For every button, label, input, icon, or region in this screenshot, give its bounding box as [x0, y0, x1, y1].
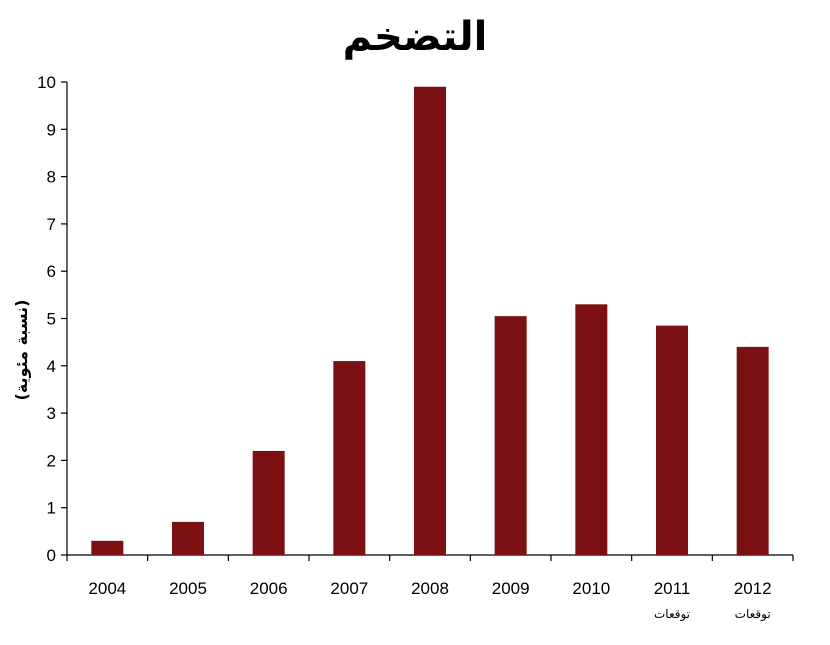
- y-tick-label: 0: [47, 546, 56, 565]
- x-tick-label: 2012: [734, 579, 772, 598]
- x-tick-label: 2011: [654, 579, 691, 598]
- y-tick-label: 4: [47, 357, 56, 376]
- x-tick-sublabel: توقعات: [654, 607, 690, 622]
- bar-2010: [575, 304, 608, 555]
- x-tick-label: 2004: [88, 579, 126, 598]
- bars: [91, 86, 769, 555]
- bar-2004: [91, 540, 124, 555]
- y-tick-label: 1: [47, 499, 56, 518]
- x-tick-sublabel: توقعات: [735, 607, 771, 622]
- x-tick-label: 2010: [572, 579, 610, 598]
- bar-2006: [252, 450, 285, 555]
- tick-labels: 0 1 2 3 4 5 6 7 8 9 10 2004 2005 2006 2007 2008 2009 2010…: [37, 73, 772, 622]
- y-tick-label: 8: [47, 168, 56, 187]
- x-tick-label: 2006: [250, 579, 288, 598]
- y-tick-label: 2: [47, 451, 56, 470]
- x-tick-label: 2008: [411, 579, 449, 598]
- bar-2012: [736, 346, 769, 555]
- bar-2011: [656, 325, 688, 555]
- bar-2007: [333, 361, 366, 555]
- x-tick-label: 2009: [492, 579, 530, 598]
- bar-2008: [414, 86, 446, 555]
- chart-title: التضخم: [342, 14, 488, 60]
- x-tick-label: 2007: [330, 579, 368, 598]
- y-tick-label: 7: [47, 215, 56, 234]
- bar-2005: [172, 521, 204, 555]
- x-tick-label: 2005: [169, 579, 207, 598]
- bar-2009: [494, 316, 527, 555]
- y-tick-label: 10: [37, 73, 56, 92]
- y-axis-label: (نسبة مئوية): [12, 300, 31, 401]
- y-tick-label: 9: [47, 120, 56, 139]
- y-tick-label: 3: [47, 404, 56, 423]
- y-tick-label: 5: [47, 310, 56, 329]
- y-tick-label: 6: [47, 262, 56, 281]
